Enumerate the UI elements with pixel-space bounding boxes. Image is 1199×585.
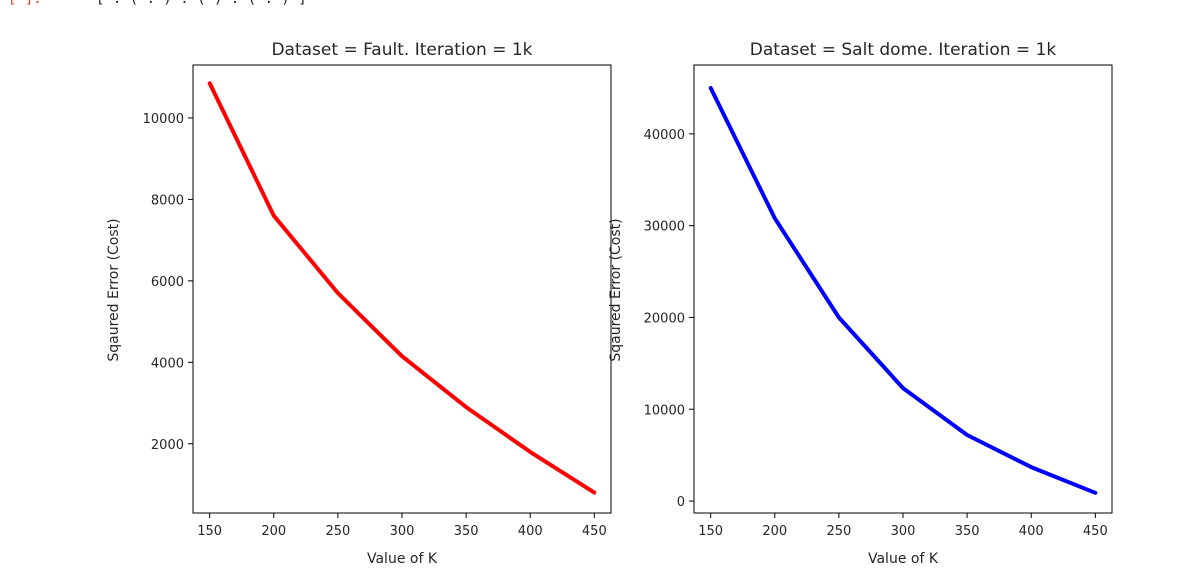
x-tick-label: 150 xyxy=(197,524,222,539)
x-axis-label: Value of K xyxy=(367,551,438,567)
y-tick-label: 10000 xyxy=(143,112,184,127)
x-tick-label: 400 xyxy=(518,524,543,539)
x-tick-label: 150 xyxy=(698,524,723,539)
x-tick-label: 300 xyxy=(390,524,415,539)
cell-code: [ : ( : ) : ( ) : ( : ) ] xyxy=(96,0,307,7)
y-tick-label: 30000 xyxy=(644,220,685,235)
x-tick-label: 300 xyxy=(891,524,916,539)
x-tick-label: 450 xyxy=(1083,524,1108,539)
x-tick-label: 350 xyxy=(955,524,980,539)
chart-title: Dataset = Salt dome. Iteration = 1k xyxy=(750,40,1057,60)
x-tick-label: 400 xyxy=(1019,524,1044,539)
x-tick-label: 250 xyxy=(826,524,851,539)
x-tick-label: 250 xyxy=(325,524,350,539)
axes-frame xyxy=(192,64,612,514)
axes-frame xyxy=(693,64,1113,514)
chart-panel-salt-dome: Dataset = Salt dome. Iteration = 1k Valu… xyxy=(608,40,1113,567)
x-tick-label: 450 xyxy=(582,524,607,539)
x-tick-label: 200 xyxy=(261,524,286,539)
x-axis-label: Value of K xyxy=(868,551,939,567)
y-axis-label: Sqaured Error (Cost) xyxy=(106,218,122,361)
y-tick-label: 40000 xyxy=(644,128,685,143)
y-tick-label: 4000 xyxy=(151,356,184,371)
y-tick-label: 8000 xyxy=(151,193,184,208)
y-tick-label: 6000 xyxy=(151,275,184,290)
series-line xyxy=(708,86,1098,495)
y-tick-label: 0 xyxy=(677,495,685,510)
cell-prompt: [ ]: xyxy=(8,0,42,7)
x-tick-label: 200 xyxy=(762,524,787,539)
y-tick-label: 2000 xyxy=(151,438,184,453)
notebook-cell-strip: [ ]: [ : ( : ) : ( ) : ( : ) ] xyxy=(0,0,1199,10)
y-tick-label: 20000 xyxy=(644,311,685,326)
series-line xyxy=(207,81,597,495)
chart-panel-fault: Dataset = Fault. Iteration = 1k Value of… xyxy=(106,40,612,567)
plot-area: 150 200 250 300 350 400 450 2000 4000 6000 8000 100… xyxy=(143,64,612,539)
plot-area: 150 200 250 300 350 400 450 0 10000 20000 30000 400… xyxy=(644,64,1113,539)
y-axis-label: Sqaured Error (Cost) xyxy=(608,218,624,361)
x-tick-label: 350 xyxy=(454,524,479,539)
chart-title: Dataset = Fault. Iteration = 1k xyxy=(271,40,532,60)
y-tick-label: 10000 xyxy=(644,403,685,418)
